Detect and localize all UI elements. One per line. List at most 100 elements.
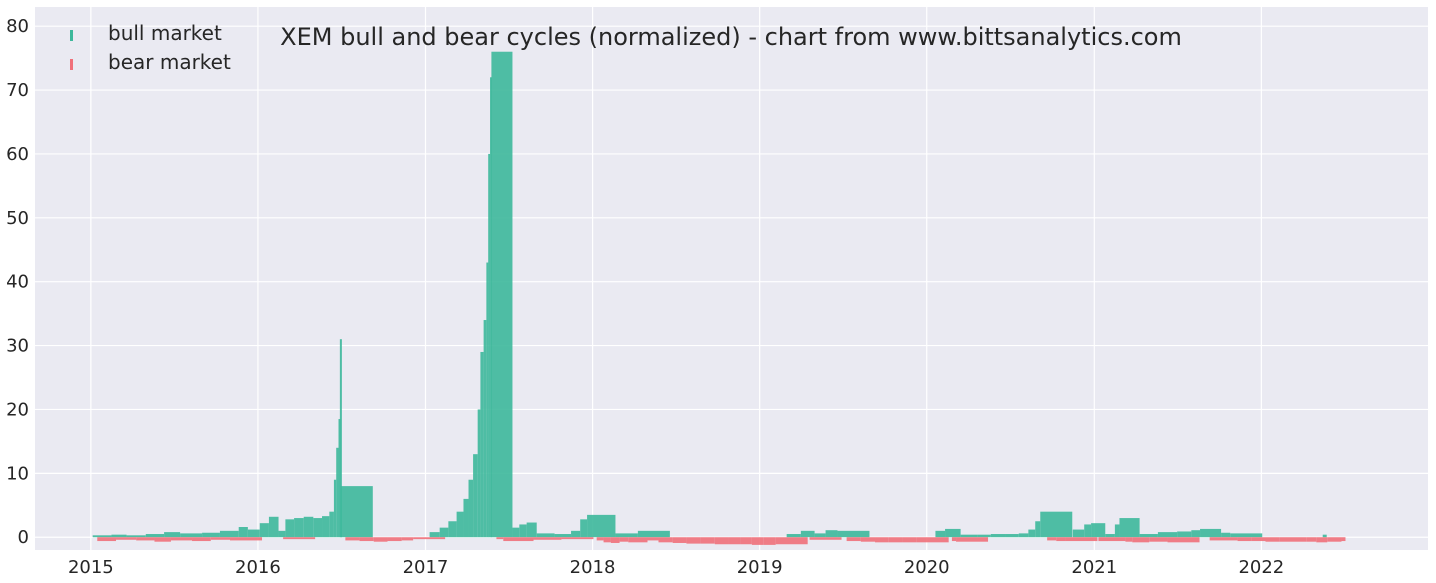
y-tick-label: 40 bbox=[6, 272, 29, 293]
bull-bar bbox=[164, 532, 181, 538]
bull-bar bbox=[126, 535, 146, 538]
bear-bar bbox=[888, 537, 903, 543]
bull-bar bbox=[259, 523, 269, 538]
ticks-layer: 0 10 20 30 40 50 60 70 80 2015 2016 2017 2018 2019 202… bbox=[6, 16, 1284, 578]
bear-bar bbox=[775, 537, 808, 545]
bull-bar bbox=[1177, 531, 1192, 538]
bull-bar bbox=[1191, 530, 1201, 538]
bull-bar bbox=[814, 533, 826, 538]
bear-bar bbox=[230, 537, 263, 541]
grid-layer bbox=[35, 7, 1428, 550]
x-tick-label: 2017 bbox=[403, 557, 449, 578]
bear-bar bbox=[596, 537, 604, 541]
x-tick-label: 2015 bbox=[68, 557, 114, 578]
bear-bar bbox=[97, 537, 117, 542]
bear-bar bbox=[809, 537, 842, 540]
bear-bar bbox=[846, 537, 861, 542]
bull-bar bbox=[1028, 529, 1036, 538]
bull-bar bbox=[587, 514, 616, 538]
bull-bar bbox=[340, 486, 373, 538]
bear-bar bbox=[628, 537, 648, 543]
bear-bar bbox=[387, 537, 402, 542]
y-tick-label: 50 bbox=[6, 208, 29, 229]
bear-bar bbox=[345, 537, 360, 541]
bear-bar bbox=[902, 537, 917, 543]
bear-bar bbox=[1341, 537, 1346, 542]
bull-bar bbox=[285, 519, 295, 538]
bull-bar bbox=[1221, 532, 1231, 538]
bear-bar bbox=[658, 537, 673, 543]
bear-bar bbox=[619, 537, 629, 542]
bear-bar bbox=[496, 537, 504, 540]
bear-bar bbox=[672, 537, 687, 543]
chart-title: XEM bull and bear cycles (normalized) - … bbox=[280, 23, 1182, 51]
bull-bar bbox=[977, 534, 991, 538]
bull-bar bbox=[580, 519, 588, 538]
bull-bar bbox=[463, 498, 469, 538]
bear-bar bbox=[647, 537, 659, 541]
bear-bar bbox=[751, 537, 764, 545]
bull-bar bbox=[786, 534, 801, 538]
bear-bar bbox=[373, 537, 388, 542]
bull-bar bbox=[1114, 524, 1120, 538]
x-tick-label: 2019 bbox=[737, 557, 783, 578]
x-tick-label: 2021 bbox=[1071, 557, 1117, 578]
x-tick-label: 2016 bbox=[235, 557, 281, 578]
bear-bar bbox=[136, 537, 155, 541]
bull-bar bbox=[1230, 533, 1263, 538]
bull-bar bbox=[1040, 511, 1073, 538]
bear-bar bbox=[860, 537, 876, 542]
bull-bar bbox=[1072, 529, 1085, 538]
bear-bar bbox=[1265, 537, 1280, 542]
plot-background bbox=[35, 7, 1428, 550]
bull-bar bbox=[145, 534, 165, 538]
bull-bar bbox=[486, 262, 489, 538]
bear-bar bbox=[610, 537, 620, 543]
bull-bar bbox=[1139, 534, 1158, 538]
bull-bar bbox=[491, 51, 513, 538]
bull-bar bbox=[338, 419, 341, 538]
bear-bar bbox=[1065, 537, 1098, 542]
bear-bar bbox=[1327, 537, 1342, 542]
legend-swatch-bull bbox=[70, 30, 73, 41]
bull-bar bbox=[490, 77, 493, 538]
bull-bar bbox=[329, 511, 334, 538]
bear-bar bbox=[401, 537, 414, 541]
legend-label-bear: bear market bbox=[108, 50, 231, 74]
bull-bar bbox=[278, 530, 286, 538]
bear-bar bbox=[1132, 537, 1150, 543]
bear-bar bbox=[1306, 537, 1317, 542]
bear-bar bbox=[1149, 537, 1168, 542]
legend-swatch-bear bbox=[70, 59, 73, 70]
bear-bar bbox=[154, 537, 171, 542]
y-tick-label: 10 bbox=[6, 463, 29, 484]
bull-bar bbox=[1018, 533, 1029, 538]
bear-bar bbox=[192, 537, 211, 542]
bull-bar bbox=[247, 529, 260, 538]
bear-bar bbox=[956, 537, 989, 542]
bull-bar bbox=[1119, 518, 1140, 538]
bull-bar bbox=[1105, 534, 1115, 538]
bear-bar bbox=[283, 537, 316, 540]
bull-bar bbox=[322, 516, 330, 538]
bear-bar bbox=[210, 537, 231, 540]
bull-bar bbox=[637, 530, 670, 538]
bear-bar bbox=[1292, 537, 1307, 542]
bear-bar bbox=[603, 537, 611, 543]
y-tick-label: 70 bbox=[6, 80, 29, 101]
bear-bar bbox=[700, 537, 715, 544]
bear-bar bbox=[1279, 537, 1293, 542]
bull-bar bbox=[536, 533, 555, 538]
bear-bar bbox=[1316, 537, 1328, 543]
bull-bar bbox=[1084, 524, 1092, 538]
bear-bar bbox=[1098, 537, 1126, 542]
bull-bar bbox=[339, 339, 342, 538]
bull-bar bbox=[1091, 523, 1106, 538]
x-tick-label: 2022 bbox=[1238, 557, 1284, 578]
bull-bar bbox=[473, 454, 478, 538]
bear-bar bbox=[740, 537, 752, 545]
y-tick-label: 60 bbox=[6, 144, 29, 165]
legend-label-bull: bull market bbox=[108, 21, 222, 45]
